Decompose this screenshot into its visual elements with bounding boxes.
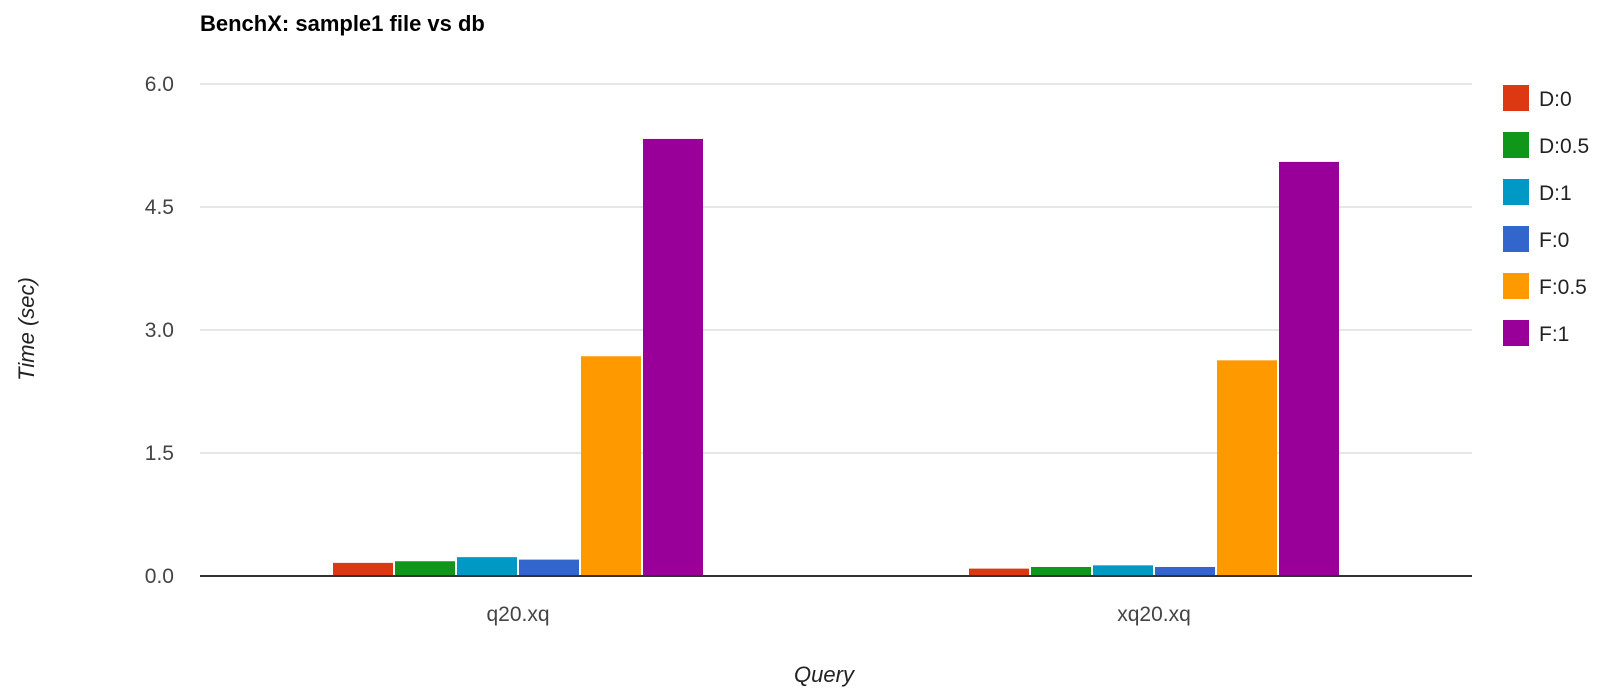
bar-d-0-5-0 [395, 561, 455, 576]
legend-swatch [1503, 179, 1529, 205]
x-tick-label: q20.xq [486, 603, 549, 626]
legend-swatch [1503, 320, 1529, 346]
y-tick-label: 0.0 [145, 565, 174, 588]
legend-swatch [1503, 226, 1529, 252]
bar-d-1-1 [1093, 565, 1153, 576]
legend-label: D:1 [1539, 182, 1572, 205]
legend-swatch [1503, 132, 1529, 158]
legend-label: D:0 [1539, 88, 1572, 111]
y-tick-label: 4.5 [145, 196, 174, 219]
legend-label: D:0.5 [1539, 135, 1589, 158]
bar-d-0-0 [333, 562, 393, 576]
bars [333, 138, 1339, 576]
y-tick-label: 6.0 [145, 73, 174, 96]
legend-label: F:0.5 [1539, 276, 1587, 299]
x-tick-label: xq20.xq [1117, 603, 1191, 626]
legend: D:0 D:0.5 D:1 F:0 F:0.5 F:1 [1503, 85, 1589, 346]
bar-f-1-0 [643, 138, 703, 576]
y-axis-title: Time (sec) [14, 277, 39, 381]
legend-swatch [1503, 85, 1529, 111]
bar-f-0-0 [519, 559, 579, 576]
bar-f-0-1 [1155, 566, 1215, 576]
bar-d-0-5-1 [1031, 566, 1091, 576]
x-axis-ticks: q20.xq xq20.xq [486, 603, 1190, 626]
bar-f-0-5-1 [1217, 360, 1277, 576]
y-tick-label: 3.0 [145, 319, 174, 342]
legend-swatch [1503, 273, 1529, 299]
x-axis-title: Query [794, 662, 856, 687]
y-tick-label: 1.5 [145, 442, 174, 465]
legend-label: F:0 [1539, 229, 1569, 252]
bar-d-1-0 [457, 557, 517, 576]
y-axis-ticks: 0.0 1.5 3.0 4.5 6.0 [145, 73, 174, 588]
legend-label: F:1 [1539, 323, 1569, 346]
chart-title: BenchX: sample1 file vs db [200, 11, 485, 36]
bar-d-0-1 [969, 568, 1029, 576]
bar-f-1-1 [1279, 161, 1339, 576]
bar-f-0-5-0 [581, 356, 641, 576]
